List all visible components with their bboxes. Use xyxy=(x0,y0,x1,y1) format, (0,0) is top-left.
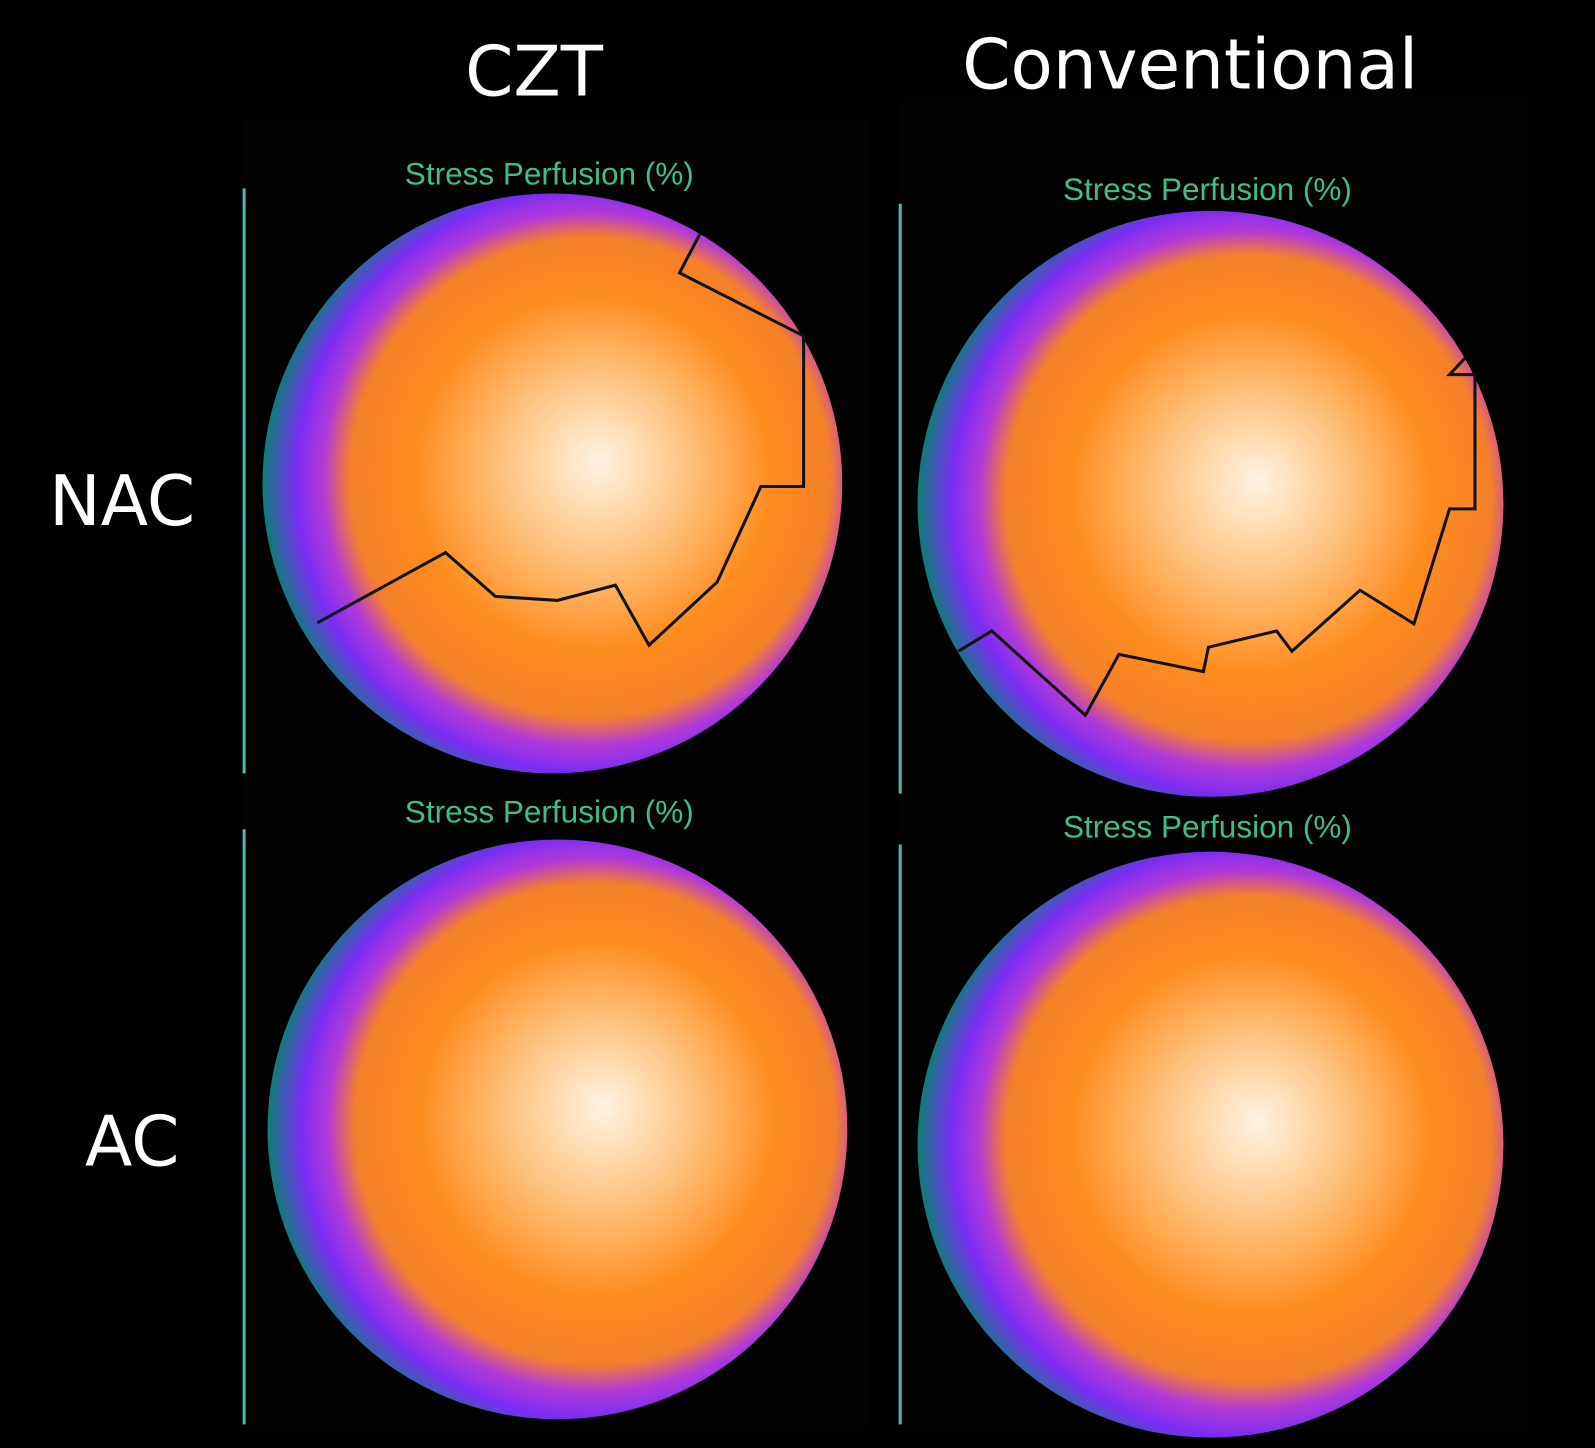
column-header: Conventional xyxy=(962,25,1418,105)
polar-map xyxy=(917,851,1504,1438)
column-header: CZT xyxy=(465,33,604,113)
panel-title: Stress Perfusion (%) xyxy=(1063,809,1352,845)
defect-contour xyxy=(957,357,1477,718)
defect-contour xyxy=(316,233,806,648)
panel-title: Stress Perfusion (%) xyxy=(405,793,694,829)
row-label: NAC xyxy=(49,462,195,542)
polar-map xyxy=(917,210,1504,797)
panel-title: Stress Perfusion (%) xyxy=(405,156,694,192)
axis-ticks xyxy=(242,188,902,1425)
panel-title: Stress Perfusion (%) xyxy=(1063,171,1352,207)
polar-map xyxy=(267,839,848,1420)
polar-map xyxy=(262,193,843,774)
row-label: AC xyxy=(85,1103,179,1183)
